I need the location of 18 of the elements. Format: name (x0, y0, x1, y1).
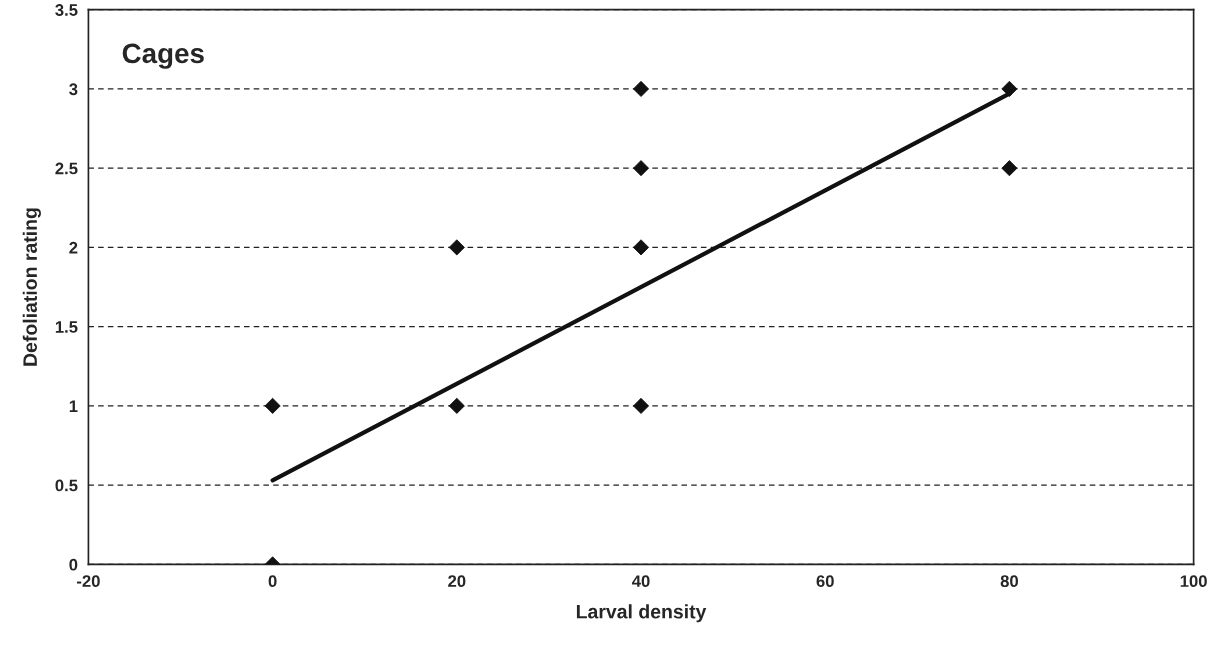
x-tick-label: 20 (448, 575, 466, 588)
y-tick-label: 3.5 (55, 4, 78, 16)
x-tick-label: -20 (77, 575, 100, 588)
y-tick-label: 0 (69, 558, 78, 571)
y-tick-label: 2.5 (55, 162, 78, 175)
y-tick-label: 1.5 (55, 321, 78, 333)
text: Cages (122, 43, 204, 69)
y-axis-title: Defoliation rating (22, 208, 41, 366)
y-tick-label: 2 (69, 241, 78, 254)
x-tick-label: 60 (816, 575, 834, 588)
y-tick-label: 1 (69, 400, 78, 412)
x-tick-label: 0 (268, 575, 277, 588)
x-axis-title: Larval density (576, 604, 707, 623)
y-tick-label: 3 (69, 83, 78, 96)
x-tick-label: 100 (1180, 575, 1207, 588)
x-tick-label: 80 (1000, 575, 1018, 588)
y-tick-label: 0.5 (55, 479, 78, 492)
x-tick-label: 40 (632, 575, 650, 588)
